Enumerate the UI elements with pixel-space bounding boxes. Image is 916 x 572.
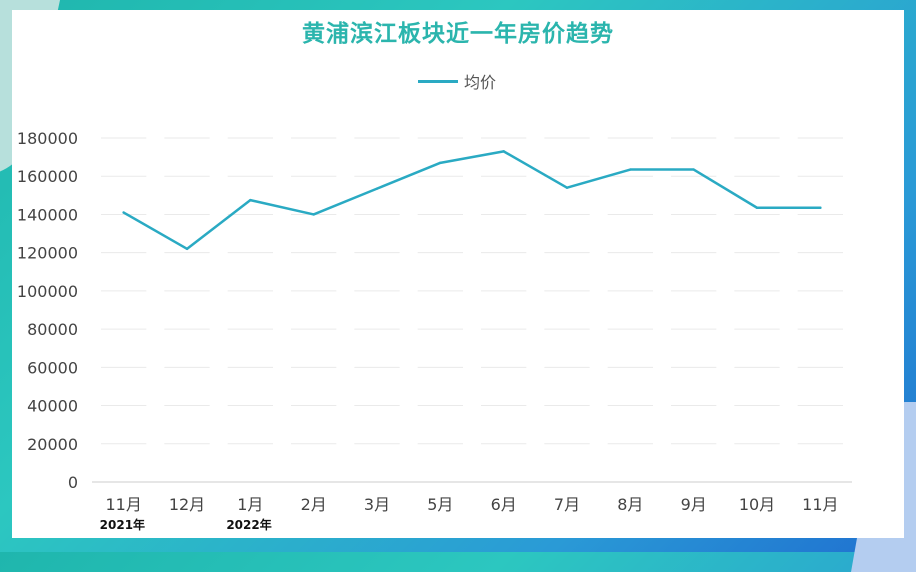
x-tick-label: 2月 xyxy=(301,495,327,514)
data-point xyxy=(375,187,379,190)
x-tick-label: 1月 xyxy=(237,495,263,514)
x-tick-label: 6月 xyxy=(491,495,517,514)
legend-swatch xyxy=(418,79,458,83)
x-tick-label: 10月 xyxy=(739,495,775,514)
y-tick-label: 80000 xyxy=(27,320,78,339)
x-tick-label: 9月 xyxy=(681,495,707,514)
x-tick-label: 7月 xyxy=(554,495,580,514)
y-tick-label: 160000 xyxy=(17,167,78,186)
year-label: 2021年 xyxy=(99,518,146,532)
data-point xyxy=(122,211,125,214)
chart-legend: 均价 xyxy=(418,70,496,92)
data-point xyxy=(692,168,695,171)
y-tick-label: 140000 xyxy=(17,205,78,224)
chart-title: 黄浦滨江板块近一年房价趋势 xyxy=(302,21,614,47)
data-point xyxy=(185,247,189,251)
data-point xyxy=(565,186,569,189)
y-tick-label: 100000 xyxy=(17,282,78,301)
x-tick-label: 11月 xyxy=(802,495,838,514)
x-tick-label: 8月 xyxy=(617,495,643,514)
data-point xyxy=(755,206,759,209)
x-tick-label: 5月 xyxy=(427,495,453,514)
data-point xyxy=(439,161,442,165)
y-tick-label: 60000 xyxy=(27,358,78,377)
chart-panel xyxy=(12,10,904,538)
x-tick-label: 3月 xyxy=(364,495,390,514)
year-label: 2022年 xyxy=(226,518,272,532)
y-tick-label: 40000 xyxy=(27,397,78,416)
legend-label: 均价 xyxy=(464,73,497,92)
line-chart: 0 20000 40000 60000 80000 100000 120000 140000 1… xyxy=(17,129,852,514)
series-line xyxy=(122,150,822,251)
y-tick-label: 120000 xyxy=(17,244,78,263)
x-tick-label: 11月 xyxy=(105,495,141,514)
data-point xyxy=(312,213,315,216)
x-tick-label: 12月 xyxy=(169,495,205,514)
data-point xyxy=(629,168,632,171)
y-tick-label: 0 xyxy=(68,473,78,492)
data-point xyxy=(819,206,822,209)
data-point xyxy=(249,198,252,202)
y-tick-label: 180000 xyxy=(17,129,78,148)
data-point xyxy=(502,150,505,153)
y-tick-label: 20000 xyxy=(27,435,78,454)
